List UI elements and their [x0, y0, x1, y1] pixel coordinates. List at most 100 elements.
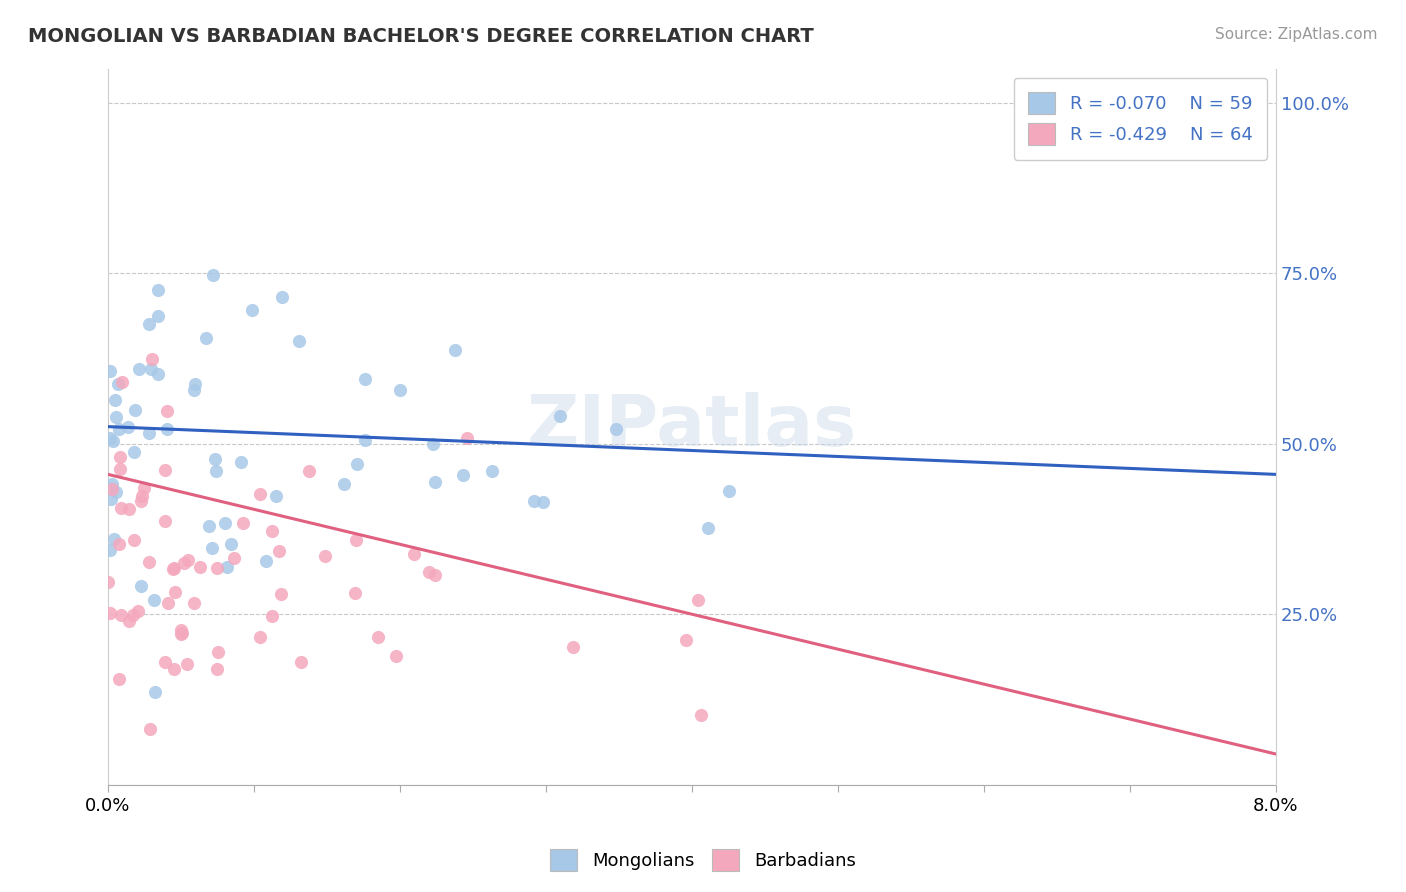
Point — [148, 309, 170, 323]
Point — [388, 383, 411, 397]
Point — [697, 521, 720, 535]
Point — [269, 544, 291, 558]
Point — [156, 404, 179, 418]
Point — [138, 426, 160, 441]
Point — [201, 268, 224, 282]
Point — [139, 722, 162, 736]
Point — [118, 615, 141, 629]
Point — [344, 586, 367, 600]
Legend: R = -0.070    N = 59, R = -0.429    N = 64: R = -0.070 N = 59, R = -0.429 N = 64 — [1014, 78, 1267, 160]
Point — [107, 422, 129, 436]
Point — [108, 537, 131, 551]
Point — [717, 483, 740, 498]
Point — [418, 565, 440, 579]
Point — [117, 419, 139, 434]
Point — [143, 685, 166, 699]
Point — [214, 516, 236, 530]
Point — [205, 465, 228, 479]
Point — [98, 606, 121, 620]
Point — [197, 519, 219, 533]
Point — [155, 655, 177, 669]
Point — [153, 463, 176, 477]
Point — [675, 633, 697, 648]
Point — [201, 541, 224, 556]
Point — [207, 645, 229, 659]
Point — [129, 579, 152, 593]
Point — [111, 375, 134, 389]
Point — [183, 383, 205, 397]
Point — [98, 431, 121, 445]
Point — [122, 445, 145, 459]
Point — [169, 626, 191, 640]
Point — [217, 559, 239, 574]
Point — [172, 625, 194, 640]
Point — [184, 376, 207, 391]
Point — [128, 361, 150, 376]
Point — [132, 481, 155, 495]
Point — [690, 708, 713, 723]
Point — [249, 487, 271, 501]
Point — [108, 450, 131, 465]
Point — [354, 372, 377, 386]
Point — [138, 317, 160, 331]
Point — [103, 434, 125, 448]
Point — [354, 433, 377, 447]
Point — [173, 556, 195, 570]
Point — [224, 550, 246, 565]
Point — [194, 331, 217, 345]
Point — [107, 377, 129, 392]
Point — [254, 554, 277, 568]
Point — [142, 592, 165, 607]
Point — [205, 561, 228, 575]
Point — [422, 437, 444, 451]
Point — [262, 524, 284, 538]
Point — [523, 493, 546, 508]
Point — [146, 283, 169, 297]
Point — [124, 403, 146, 417]
Point — [346, 458, 368, 472]
Point — [110, 500, 132, 515]
Point — [108, 462, 131, 476]
Point — [333, 476, 356, 491]
Point — [288, 334, 311, 348]
Point — [249, 630, 271, 644]
Point — [107, 672, 129, 686]
Point — [138, 555, 160, 569]
Point — [124, 533, 146, 547]
Point — [367, 630, 389, 644]
Point — [169, 624, 191, 638]
Point — [444, 343, 467, 358]
Point — [176, 657, 198, 671]
Point — [686, 593, 709, 607]
Point — [183, 596, 205, 610]
Point — [344, 533, 367, 547]
Point — [156, 422, 179, 436]
Point — [240, 302, 263, 317]
Text: Source: ZipAtlas.com: Source: ZipAtlas.com — [1215, 27, 1378, 42]
Point — [104, 410, 127, 425]
Point — [188, 560, 211, 574]
Point — [423, 567, 446, 582]
Point — [97, 574, 120, 589]
Point — [98, 543, 121, 558]
Point — [98, 364, 121, 378]
Point — [290, 655, 312, 669]
Point — [229, 455, 252, 469]
Point — [127, 604, 149, 618]
Point — [122, 607, 145, 622]
Text: MONGOLIAN VS BARBADIAN BACHELOR'S DEGREE CORRELATION CHART: MONGOLIAN VS BARBADIAN BACHELOR'S DEGREE… — [28, 27, 814, 45]
Point — [384, 649, 406, 664]
Point — [129, 494, 152, 508]
Point — [157, 596, 180, 610]
Point — [205, 662, 228, 676]
Point — [177, 553, 200, 567]
Point — [100, 491, 122, 506]
Point — [531, 495, 554, 509]
Point — [451, 467, 474, 482]
Point — [131, 489, 153, 503]
Point — [163, 585, 186, 599]
Point — [204, 451, 226, 466]
Point — [456, 431, 478, 445]
Point — [139, 362, 162, 376]
Point — [101, 482, 124, 496]
